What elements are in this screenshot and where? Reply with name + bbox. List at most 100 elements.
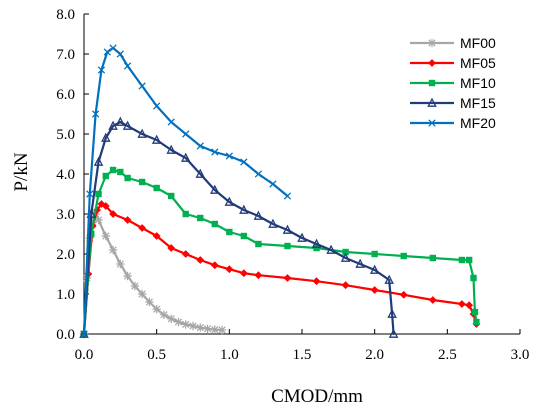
data-point xyxy=(137,289,147,299)
data-point xyxy=(283,192,292,200)
plot-area xyxy=(79,44,481,339)
data-point xyxy=(93,156,104,166)
data-point xyxy=(97,200,106,208)
data-point xyxy=(88,230,95,238)
data-point xyxy=(283,274,292,282)
data-point xyxy=(282,224,293,234)
data-point xyxy=(137,128,147,138)
data-point xyxy=(97,66,106,74)
data-point xyxy=(108,120,118,130)
data-point xyxy=(326,244,336,254)
legend-label: MF10 xyxy=(460,75,496,91)
data-point xyxy=(457,300,466,308)
series-line-mf05 xyxy=(82,202,478,336)
legend-item-mf05: MF05 xyxy=(410,55,496,71)
data-point xyxy=(167,118,175,126)
series-line-mf20 xyxy=(82,46,289,336)
data-point xyxy=(371,250,378,258)
x-axis-title: CMOD/mm xyxy=(271,386,363,407)
data-point xyxy=(116,259,125,269)
data-point xyxy=(108,245,118,255)
x-tick-label: 1.5 xyxy=(293,347,312,363)
data-point xyxy=(181,320,190,329)
x-tick-label: 0.0 xyxy=(75,347,94,363)
series-mf00 xyxy=(79,209,227,339)
data-point xyxy=(167,314,176,323)
data-point xyxy=(153,184,160,192)
data-point xyxy=(181,250,190,258)
data-point xyxy=(122,120,133,130)
data-point xyxy=(239,204,249,214)
y-tick-label: 3.0 xyxy=(56,207,75,223)
data-point xyxy=(224,196,235,206)
data-point xyxy=(102,172,109,180)
data-point xyxy=(211,148,219,156)
data-point xyxy=(109,210,117,218)
data-point xyxy=(115,116,126,126)
data-point xyxy=(458,256,466,264)
data-point xyxy=(312,277,321,286)
legend-label: MF15 xyxy=(460,95,496,111)
data-point xyxy=(152,305,161,314)
data-point xyxy=(197,214,204,222)
legend-item-mf00: MF00 xyxy=(410,35,496,51)
legend-label: MF20 xyxy=(460,115,496,131)
data-point xyxy=(101,202,110,210)
series-line-mf00 xyxy=(82,212,224,336)
data-point xyxy=(388,328,399,338)
y-tick-label: 4.0 xyxy=(56,167,75,183)
data-point xyxy=(210,261,219,270)
legend-label: MF00 xyxy=(460,35,496,51)
data-point xyxy=(124,174,131,182)
data-point xyxy=(91,110,100,118)
data-point xyxy=(196,256,205,264)
data-point xyxy=(225,265,234,274)
data-point xyxy=(355,258,365,268)
legend-item-mf10: MF10 xyxy=(410,75,496,91)
legend-marker xyxy=(428,59,436,67)
data-point xyxy=(268,218,278,228)
data-point xyxy=(342,248,349,256)
y-tick-label: 5.0 xyxy=(56,127,75,143)
y-tick-label: 1.0 xyxy=(56,287,75,303)
data-point xyxy=(429,254,436,262)
legend-marker xyxy=(427,38,437,48)
series-mf20 xyxy=(80,44,292,338)
data-point xyxy=(399,290,408,299)
data-point xyxy=(130,281,140,291)
legend-marker xyxy=(428,119,436,127)
data-point xyxy=(255,240,262,248)
data-point xyxy=(145,297,154,307)
legend-marker xyxy=(427,97,437,107)
series-mf15 xyxy=(79,116,399,338)
data-point xyxy=(196,323,205,332)
data-point xyxy=(101,231,110,241)
data-point xyxy=(341,281,350,290)
y-axis-title: P/kN xyxy=(11,152,32,191)
data-point xyxy=(387,308,397,318)
data-point xyxy=(239,269,248,278)
data-point xyxy=(167,244,176,252)
series-line-mf15 xyxy=(82,120,395,336)
data-point xyxy=(196,142,204,150)
data-point xyxy=(253,210,264,220)
legend-item-mf20: MF20 xyxy=(410,115,496,131)
data-point xyxy=(180,152,191,162)
data-point xyxy=(159,310,169,319)
data-point xyxy=(225,152,233,160)
series-mf05 xyxy=(80,200,481,338)
data-point xyxy=(138,178,146,186)
data-point xyxy=(254,271,263,280)
data-point xyxy=(217,325,227,335)
data-point xyxy=(210,184,220,194)
data-point xyxy=(123,216,132,224)
data-point xyxy=(182,130,190,138)
data-point xyxy=(80,330,88,338)
data-point xyxy=(470,274,477,282)
data-point xyxy=(297,232,307,242)
data-point xyxy=(311,238,322,248)
data-point xyxy=(465,301,474,310)
legend: MF00 MF05 MF10 MF15 MF20 xyxy=(410,35,496,131)
x-tick-label: 3.0 xyxy=(511,347,530,363)
data-point xyxy=(240,158,248,166)
